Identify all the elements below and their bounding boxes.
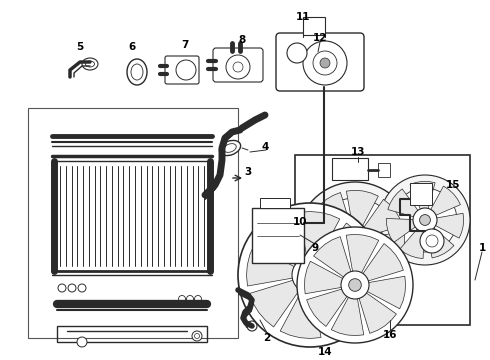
Text: 4: 4 (261, 142, 269, 152)
Text: 2: 2 (264, 333, 270, 343)
Circle shape (195, 296, 201, 302)
FancyBboxPatch shape (276, 33, 364, 91)
Polygon shape (400, 229, 424, 258)
Text: 1: 1 (478, 243, 486, 253)
Circle shape (78, 284, 86, 292)
Circle shape (238, 203, 382, 347)
Circle shape (349, 234, 361, 246)
Bar (28, 108, 238, 338)
Circle shape (176, 60, 196, 80)
Polygon shape (305, 217, 343, 249)
Circle shape (341, 226, 369, 254)
Ellipse shape (127, 59, 147, 85)
Polygon shape (299, 212, 340, 259)
Text: 3: 3 (245, 167, 252, 177)
Ellipse shape (82, 58, 98, 70)
Circle shape (380, 175, 470, 265)
Ellipse shape (220, 140, 241, 156)
Polygon shape (249, 280, 300, 327)
Polygon shape (332, 252, 364, 290)
Polygon shape (331, 297, 364, 336)
Ellipse shape (224, 144, 236, 152)
FancyBboxPatch shape (165, 56, 199, 84)
Circle shape (195, 333, 199, 338)
Polygon shape (308, 244, 347, 281)
Text: 9: 9 (312, 243, 318, 253)
Bar (57, 326, 207, 342)
Polygon shape (307, 289, 347, 327)
Circle shape (192, 331, 202, 341)
Polygon shape (320, 223, 371, 270)
Polygon shape (436, 213, 464, 238)
Polygon shape (304, 261, 343, 294)
Bar (378, 163, 390, 177)
Polygon shape (388, 189, 418, 217)
Polygon shape (359, 293, 396, 333)
Circle shape (419, 215, 430, 225)
Polygon shape (314, 193, 351, 232)
Circle shape (226, 55, 250, 79)
Bar (295, 155, 470, 325)
Circle shape (297, 182, 413, 298)
Bar (252, 208, 304, 263)
Polygon shape (431, 186, 461, 215)
Circle shape (287, 43, 307, 63)
Polygon shape (368, 276, 406, 309)
Polygon shape (258, 214, 305, 265)
Circle shape (178, 296, 186, 302)
Text: 10: 10 (293, 217, 307, 227)
Text: 6: 6 (128, 42, 136, 52)
Text: 11: 11 (296, 12, 310, 22)
Polygon shape (387, 219, 415, 243)
Circle shape (393, 188, 457, 252)
Bar (303, 17, 325, 35)
Polygon shape (326, 264, 373, 305)
Polygon shape (427, 228, 454, 258)
Polygon shape (346, 234, 379, 273)
Polygon shape (246, 245, 294, 286)
Text: 5: 5 (76, 42, 84, 52)
Bar (260, 198, 290, 208)
Circle shape (302, 267, 318, 283)
Circle shape (68, 284, 76, 292)
Text: 14: 14 (318, 347, 332, 357)
Polygon shape (363, 199, 402, 236)
Polygon shape (280, 291, 321, 338)
Circle shape (420, 229, 444, 253)
Circle shape (233, 62, 243, 72)
FancyBboxPatch shape (213, 48, 263, 82)
Bar (410, 183, 432, 205)
Polygon shape (315, 285, 362, 336)
Ellipse shape (131, 64, 143, 80)
Polygon shape (359, 248, 396, 288)
Circle shape (187, 296, 194, 302)
Polygon shape (410, 181, 435, 209)
Circle shape (58, 284, 66, 292)
Text: 16: 16 (383, 330, 397, 340)
Text: 13: 13 (351, 147, 365, 157)
Text: 15: 15 (446, 180, 460, 190)
Circle shape (297, 227, 413, 343)
Polygon shape (346, 190, 378, 228)
Circle shape (313, 51, 337, 75)
Circle shape (413, 208, 437, 232)
Circle shape (349, 279, 361, 291)
Circle shape (426, 235, 438, 247)
Text: 7: 7 (181, 40, 189, 50)
Circle shape (303, 41, 347, 85)
Circle shape (292, 257, 328, 293)
Polygon shape (368, 231, 405, 263)
Bar (332, 158, 368, 180)
Text: 12: 12 (313, 33, 327, 43)
Polygon shape (363, 244, 403, 281)
Circle shape (247, 321, 257, 331)
Text: 8: 8 (238, 35, 245, 45)
Ellipse shape (85, 61, 95, 67)
Circle shape (77, 337, 87, 347)
Circle shape (313, 198, 397, 282)
Polygon shape (314, 237, 351, 277)
Circle shape (341, 271, 369, 299)
Circle shape (320, 58, 330, 68)
